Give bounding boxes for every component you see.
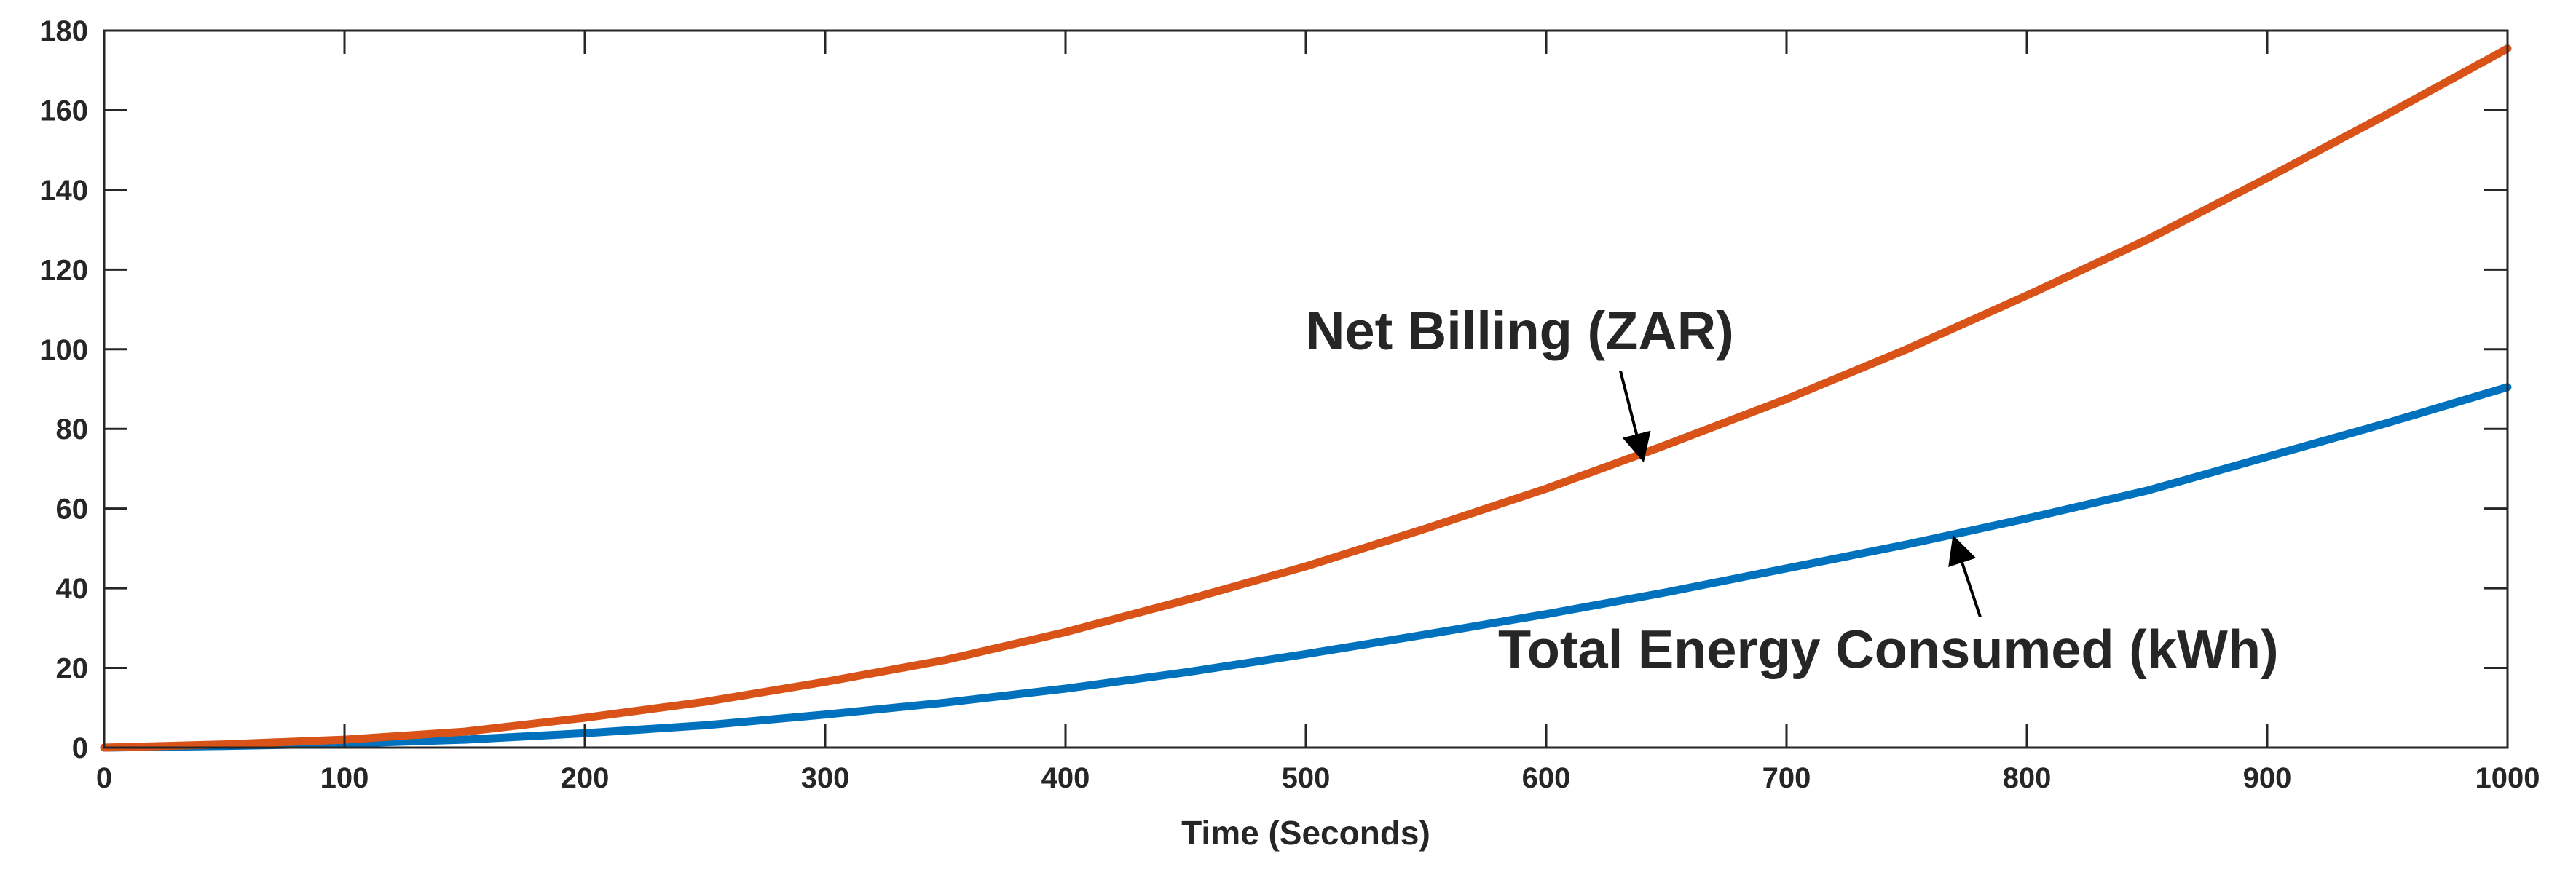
annotation-arrow — [1619, 371, 1651, 463]
y-tick-label: 60 — [56, 494, 89, 526]
x-tick-label: 500 — [1282, 762, 1331, 794]
x-axis-title: Time (Seconds) — [1181, 814, 1430, 852]
y-tick-label: 180 — [39, 15, 88, 47]
y-axis: 0 20 40 60 80 100 120 140 160 180 — [39, 15, 2508, 764]
y-tick-label: 140 — [39, 175, 88, 207]
x-tick-label: 300 — [801, 762, 850, 794]
x-axis: 0 100 200 300 400 500 600 700 800 900 1000 — [96, 31, 2540, 794]
annotation-label: Total Energy Consumed (kWh) — [1498, 619, 2279, 680]
y-tick-label: 80 — [56, 413, 89, 446]
x-tick-label: 1000 — [2475, 762, 2540, 794]
series-layer — [100, 44, 2512, 752]
y-tick-label: 40 — [56, 573, 89, 605]
x-tick-label: 700 — [1762, 762, 1811, 794]
plot-area — [104, 31, 2508, 748]
x-tick-label: 200 — [561, 762, 610, 794]
y-tick-label: 100 — [39, 334, 88, 366]
y-tick-label: 0 — [72, 732, 88, 764]
y-tick-label: 160 — [39, 95, 88, 127]
x-tick-label: 0 — [96, 762, 112, 794]
annotation-label: Net Billing (ZAR) — [1306, 301, 1734, 361]
y-tick-label: 120 — [39, 254, 88, 286]
y-tick-label: 20 — [56, 653, 89, 685]
annotations: Net Billing (ZAR) Total Energy Consumed (… — [1306, 301, 2279, 680]
series-line — [100, 383, 2512, 752]
x-tick-label: 100 — [320, 762, 369, 794]
x-tick-label: 900 — [2243, 762, 2292, 794]
x-tick-label: 600 — [1522, 762, 1571, 794]
x-tick-label: 400 — [1041, 762, 1090, 794]
annotation-arrow — [1948, 534, 1982, 618]
x-tick-label: 800 — [2003, 762, 2052, 794]
series-line — [100, 44, 2512, 752]
